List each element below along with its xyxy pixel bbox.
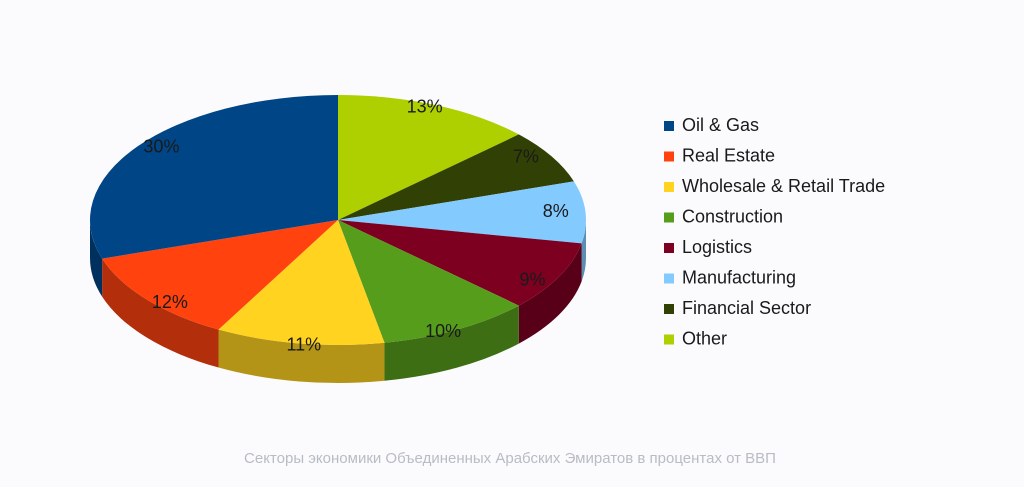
slice-side xyxy=(581,220,586,282)
legend-label: Other xyxy=(682,328,727,348)
legend-label: Wholesale & Retail Trade xyxy=(682,176,885,196)
slice xyxy=(338,181,586,244)
slice xyxy=(338,220,582,306)
slice-side xyxy=(102,258,219,368)
legend-swatch xyxy=(664,304,674,314)
legend-swatch xyxy=(664,273,674,284)
data-label: 30% xyxy=(143,137,179,157)
slice-side xyxy=(384,305,519,381)
legend-label: Construction xyxy=(682,206,783,226)
slice xyxy=(338,220,519,343)
legend-label: Logistics xyxy=(682,237,752,257)
legend-swatch xyxy=(664,212,674,223)
legend-label: Financial Sector xyxy=(682,298,811,318)
data-label: 10% xyxy=(425,321,461,341)
legend-swatch xyxy=(664,182,674,192)
caption: Секторы экономики Объединенных Арабских … xyxy=(244,450,776,467)
data-label: 11% xyxy=(287,335,322,355)
slice-side xyxy=(518,243,582,344)
legend-label: Oil & Gas xyxy=(682,115,759,135)
data-label: 8% xyxy=(543,201,569,221)
slice xyxy=(89,95,338,259)
slice-side xyxy=(218,329,385,383)
legend-swatch xyxy=(664,121,674,131)
slice xyxy=(102,220,338,330)
slice xyxy=(338,95,519,220)
slice xyxy=(218,220,385,345)
legend-swatch xyxy=(664,243,674,253)
legend-label: Manufacturing xyxy=(682,267,796,287)
legend-swatch xyxy=(664,151,674,162)
legend-swatch xyxy=(664,334,674,345)
legend-label: Real Estate xyxy=(682,145,775,165)
data-label: 12% xyxy=(152,292,188,312)
data-label: 9% xyxy=(519,269,545,289)
slice-side xyxy=(90,220,103,297)
data-label: 13% xyxy=(407,96,443,116)
data-label: 7% xyxy=(513,146,539,166)
slice xyxy=(338,134,574,220)
